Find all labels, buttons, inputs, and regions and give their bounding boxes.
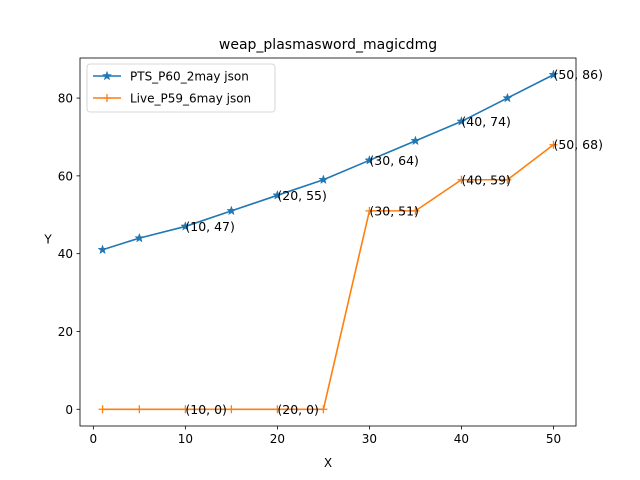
data-point — [365, 206, 374, 215]
data-label: (20, 55) — [277, 188, 327, 203]
y-tick-label: 80 — [58, 92, 73, 106]
series-1 — [97, 69, 559, 255]
x-tick-label: 30 — [362, 432, 377, 446]
data-label: (20, 0) — [277, 402, 319, 417]
plot-area: 0 10 20 30 40 50 0 20 40 60 80 (10, 47) (20, 55) (30,… — [58, 57, 603, 446]
data-label: (10, 0) — [185, 402, 227, 417]
y-tick-label: 60 — [58, 169, 73, 183]
data-label: (30, 51) — [369, 203, 419, 218]
data-point — [180, 221, 191, 231]
y-tick-label: 40 — [58, 247, 73, 261]
y-tick-label: 20 — [58, 325, 73, 339]
legend-label: Live_P59_6may json — [130, 92, 251, 106]
data-label: (50, 68) — [553, 137, 603, 152]
data-point — [503, 175, 512, 184]
data-point — [227, 405, 236, 414]
data-label: (30, 64) — [369, 153, 419, 168]
data-label: (50, 86) — [553, 67, 603, 82]
data-point — [226, 205, 237, 216]
y-tick-label: 0 — [65, 403, 73, 417]
y-axis-label: Y — [43, 233, 52, 247]
data-point — [548, 69, 559, 80]
data-point — [273, 405, 282, 414]
data-point — [272, 189, 283, 200]
data-point — [410, 135, 421, 146]
x-tick-label: 20 — [270, 432, 285, 446]
data-point — [456, 116, 467, 126]
data-point — [97, 244, 108, 255]
x-tick-label: 50 — [546, 432, 561, 446]
legend: PTS_P60_2may json Live_P59_6may json — [86, 63, 276, 113]
data-point — [181, 405, 190, 414]
data-label: (40, 59) — [461, 172, 511, 187]
legend-marker — [101, 70, 113, 81]
data-point — [134, 232, 145, 243]
x-tick-label: 0 — [90, 432, 98, 446]
data-point — [411, 206, 420, 215]
x-tick-label: 10 — [178, 432, 193, 446]
legend-marker — [103, 94, 111, 102]
legend-item: PTS_P60_2may json — [93, 70, 249, 84]
data-point — [135, 405, 144, 414]
legend-item: Live_P59_6may json — [93, 92, 251, 106]
data-point — [318, 174, 329, 185]
data-point — [319, 405, 328, 414]
data-label: (40, 74) — [461, 114, 511, 129]
x-tick-label: 40 — [454, 432, 469, 446]
data-label: (10, 47) — [185, 219, 235, 234]
series-2 — [98, 140, 558, 414]
legend-label: PTS_P60_2may json — [130, 70, 249, 84]
data-point — [457, 175, 466, 184]
chart-title: weap_plasmasword_magicdmg — [219, 37, 437, 53]
axes-frame — [79, 57, 577, 427]
legend-box — [86, 63, 276, 113]
data-point — [364, 154, 375, 165]
data-point — [502, 92, 513, 103]
data-point — [98, 405, 107, 414]
x-axis-label: X — [324, 456, 332, 470]
data-point — [549, 140, 558, 149]
